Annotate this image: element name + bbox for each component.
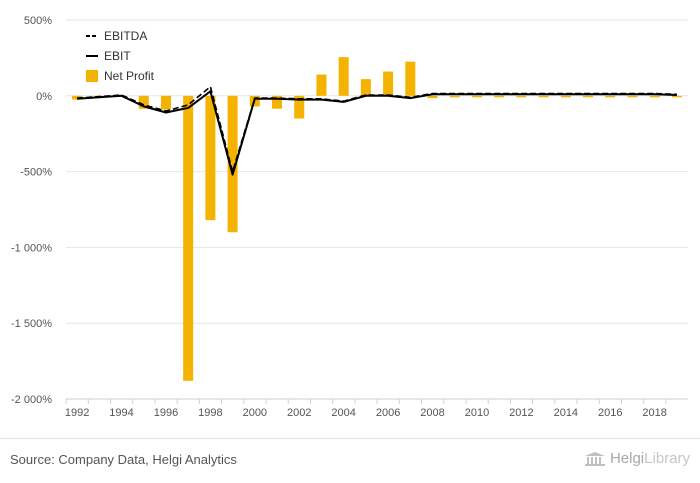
net-profit-bar bbox=[383, 71, 394, 96]
brand-text-1: Helgi bbox=[609, 450, 645, 467]
net-profit-bar bbox=[471, 95, 482, 98]
x-tick-label: 2010 bbox=[465, 407, 489, 419]
legend-label: EBITDA bbox=[104, 29, 147, 43]
x-tick-label: 2016 bbox=[598, 407, 622, 419]
x-tick-label: 2012 bbox=[509, 407, 533, 419]
gridlines bbox=[66, 19, 688, 400]
net-profit-bar bbox=[227, 95, 238, 233]
x-tick-label: 1998 bbox=[198, 407, 222, 419]
ebit-line bbox=[77, 90, 677, 176]
legend: EBITDA EBIT Net Profit bbox=[86, 29, 155, 83]
brand-logo: Helgi Library bbox=[584, 450, 690, 467]
net-profit-bar bbox=[605, 95, 616, 98]
legend-label: EBIT bbox=[104, 49, 131, 63]
net-profit-bar bbox=[294, 95, 305, 119]
net-profit-bar bbox=[538, 95, 549, 98]
net-profit-bar bbox=[405, 61, 416, 96]
net-profit-bar bbox=[205, 95, 216, 221]
legend-label: Net Profit bbox=[104, 69, 155, 83]
net-profit-bar bbox=[183, 95, 194, 381]
x-tick-label: 2014 bbox=[554, 407, 578, 419]
y-tick-label: -2 000% bbox=[11, 394, 52, 406]
net-profit-bar bbox=[671, 95, 682, 98]
net-profit-bar bbox=[272, 95, 283, 109]
x-tick-label: 1992 bbox=[65, 407, 89, 419]
y-tick-label: -1 000% bbox=[11, 242, 52, 254]
line-series bbox=[77, 85, 677, 176]
x-tick-label: 2008 bbox=[420, 407, 444, 419]
x-tick-label: 2004 bbox=[331, 407, 355, 419]
net-profit-bar bbox=[449, 95, 460, 98]
net-profit-bar bbox=[627, 95, 638, 98]
y-tick-label: -1 500% bbox=[11, 318, 52, 330]
x-tick-label: 2000 bbox=[243, 407, 267, 419]
net-profit-bar bbox=[338, 57, 349, 96]
x-tick-label: 1994 bbox=[109, 407, 133, 419]
net-profit-bar bbox=[160, 95, 171, 110]
net-profit-bar bbox=[360, 79, 371, 96]
chart-svg: 500% 0% -500% -1 000% -1 500% -2 000% 1992 1994… bbox=[11, 15, 688, 419]
x-tick-label: 1996 bbox=[154, 407, 178, 419]
net-profit-bar bbox=[649, 95, 660, 98]
building-icon bbox=[584, 451, 605, 466]
source-note: Source: Company Data, Helgi Analytics bbox=[10, 452, 237, 467]
net-profit-bar bbox=[560, 95, 571, 98]
y-tick-label: 0% bbox=[36, 91, 52, 103]
x-tick-label: 2018 bbox=[642, 407, 666, 419]
net-profit-bar bbox=[316, 74, 327, 96]
net-profit-bar bbox=[516, 95, 527, 98]
net-profit-bar bbox=[494, 95, 505, 98]
footer: Source: Company Data, Helgi Analytics He… bbox=[0, 438, 700, 483]
y-tick-label: 500% bbox=[24, 15, 52, 27]
net-profit-bars bbox=[72, 57, 682, 381]
net-profit-bar bbox=[583, 95, 594, 98]
net-profit-bar bbox=[138, 95, 149, 109]
x-tick-label: 2002 bbox=[287, 407, 311, 419]
x-tick-label: 2006 bbox=[376, 407, 400, 419]
brand-text-2: Library bbox=[644, 450, 690, 467]
net-profit-bar bbox=[427, 95, 438, 99]
legend-swatch bbox=[86, 70, 98, 82]
axes: 500% 0% -500% -1 000% -1 500% -2 000% 1992 1994… bbox=[11, 15, 688, 419]
y-tick-label: -500% bbox=[20, 167, 52, 179]
